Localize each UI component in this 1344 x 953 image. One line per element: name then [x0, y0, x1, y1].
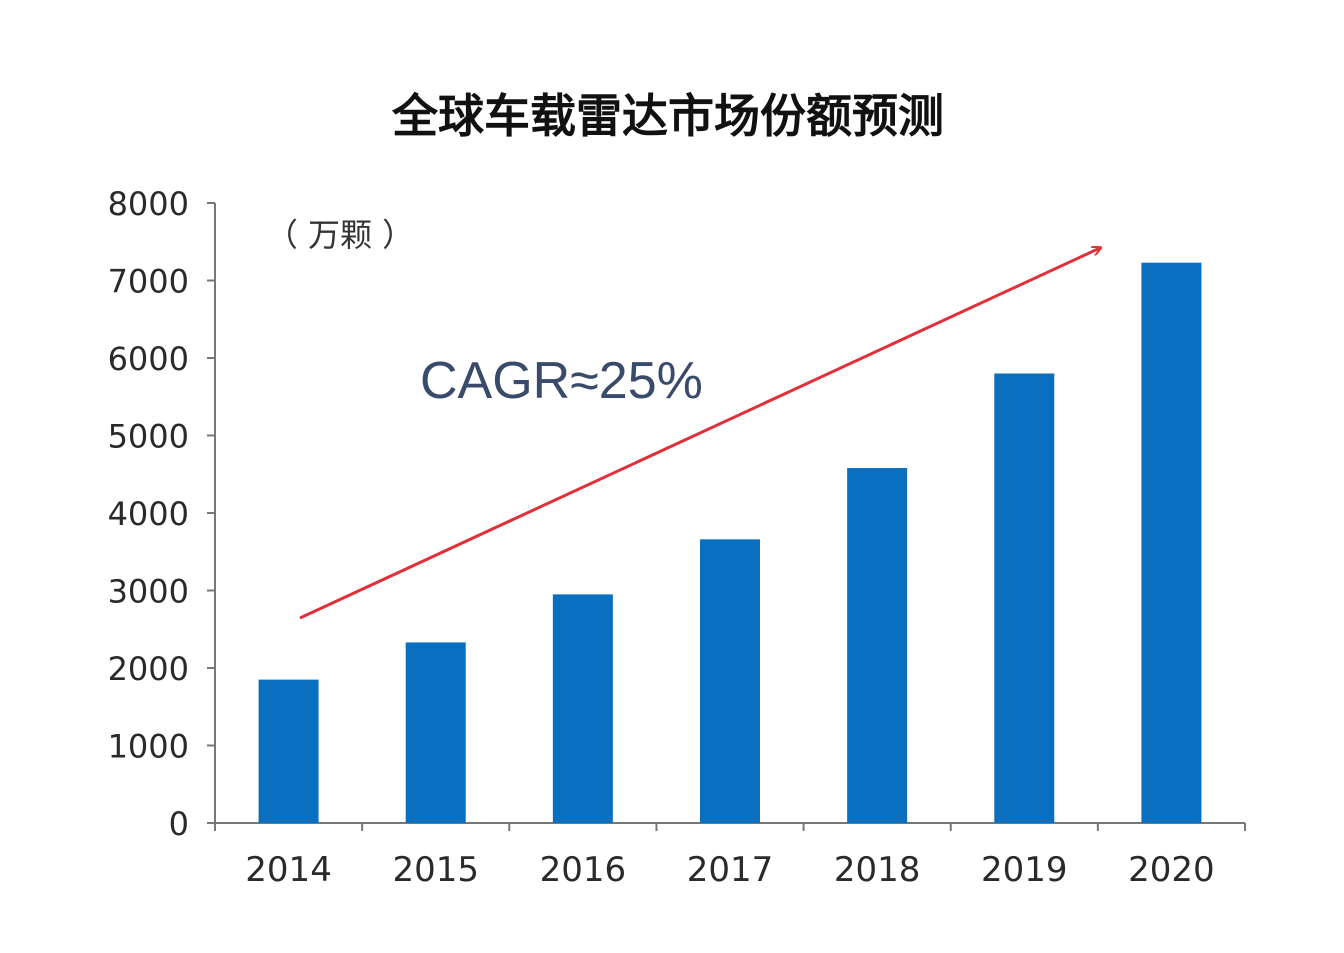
bar-2017 — [700, 539, 760, 823]
bars — [258, 262, 1202, 823]
y-tick-label: 5000 — [108, 418, 189, 456]
x-tick-label: 2019 — [981, 850, 1068, 890]
y-tick-label: 8000 — [108, 185, 189, 223]
cagr-annotation: CAGR≈25% — [420, 352, 703, 410]
bar-2020 — [1141, 262, 1202, 823]
x-tick-label: 2018 — [834, 850, 921, 890]
bar-2018 — [847, 468, 908, 823]
y-tick-label: 7000 — [108, 263, 189, 301]
x-tick-label: 2015 — [392, 850, 479, 890]
bar-2016 — [552, 594, 613, 823]
y-unit-label: （ 万颗 ） — [266, 216, 414, 254]
y-tick-label: 3000 — [108, 573, 189, 611]
x-axis: 2014 2015 2016 2017 2018 2019 2020 — [214, 822, 1246, 890]
x-tick-label: 2020 — [1128, 850, 1215, 890]
bar-2019 — [994, 373, 1055, 823]
y-axis: 0 1000 2000 3000 4000 5000 6000 7000 8000 — [108, 185, 216, 843]
bar-2014 — [258, 679, 319, 823]
x-tick-label: 2017 — [687, 850, 774, 890]
x-tick-label: 2014 — [245, 850, 332, 890]
y-tick-label: 4000 — [108, 495, 189, 533]
y-tick-label: 2000 — [108, 650, 189, 688]
y-tick-label: 0 — [169, 805, 189, 843]
chart-title: 全球车载雷达市场份额预测 — [391, 89, 944, 143]
y-tick-label: 1000 — [108, 728, 189, 766]
trend-arrow — [299, 248, 1100, 620]
x-tick-label: 2016 — [540, 850, 627, 890]
bar-2015 — [405, 642, 466, 823]
y-tick-label: 6000 — [108, 340, 189, 378]
